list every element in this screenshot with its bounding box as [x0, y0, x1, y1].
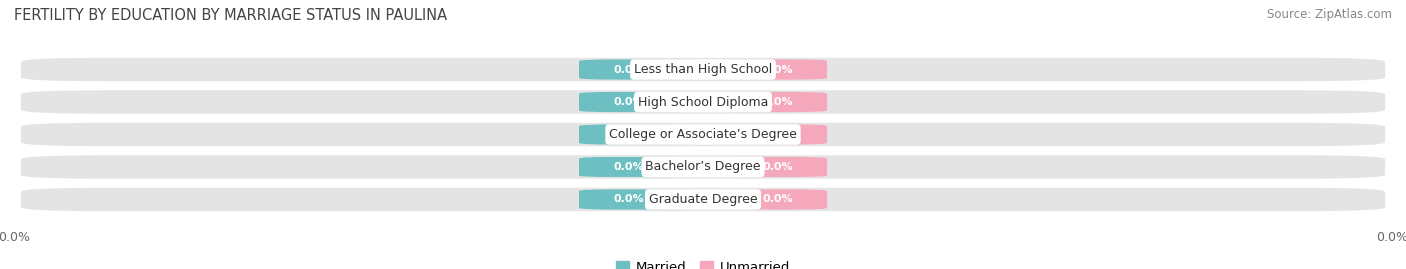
Text: Source: ZipAtlas.com: Source: ZipAtlas.com	[1267, 8, 1392, 21]
FancyBboxPatch shape	[703, 157, 827, 177]
FancyBboxPatch shape	[21, 90, 1385, 114]
Text: 0.0%: 0.0%	[762, 65, 793, 75]
FancyBboxPatch shape	[579, 59, 703, 80]
Text: 0.0%: 0.0%	[762, 162, 793, 172]
Text: Less than High School: Less than High School	[634, 63, 772, 76]
Text: FERTILITY BY EDUCATION BY MARRIAGE STATUS IN PAULINA: FERTILITY BY EDUCATION BY MARRIAGE STATU…	[14, 8, 447, 23]
FancyBboxPatch shape	[21, 58, 1385, 81]
FancyBboxPatch shape	[703, 59, 827, 80]
FancyBboxPatch shape	[21, 123, 1385, 146]
Text: 0.0%: 0.0%	[613, 162, 644, 172]
Text: 0.0%: 0.0%	[613, 97, 644, 107]
FancyBboxPatch shape	[21, 188, 1385, 211]
Text: College or Associate’s Degree: College or Associate’s Degree	[609, 128, 797, 141]
Text: 0.0%: 0.0%	[613, 65, 644, 75]
FancyBboxPatch shape	[703, 125, 827, 144]
FancyBboxPatch shape	[579, 125, 703, 144]
Legend: Married, Unmarried: Married, Unmarried	[610, 256, 796, 269]
FancyBboxPatch shape	[579, 92, 703, 112]
FancyBboxPatch shape	[579, 157, 703, 177]
FancyBboxPatch shape	[703, 92, 827, 112]
Text: 0.0%: 0.0%	[613, 129, 644, 140]
Text: 0.0%: 0.0%	[613, 194, 644, 204]
Text: 0.0%: 0.0%	[762, 97, 793, 107]
Text: Bachelor’s Degree: Bachelor’s Degree	[645, 161, 761, 174]
FancyBboxPatch shape	[579, 189, 703, 210]
FancyBboxPatch shape	[703, 189, 827, 210]
FancyBboxPatch shape	[21, 155, 1385, 179]
Text: 0.0%: 0.0%	[762, 129, 793, 140]
Text: High School Diploma: High School Diploma	[638, 95, 768, 108]
Text: 0.0%: 0.0%	[762, 194, 793, 204]
Text: Graduate Degree: Graduate Degree	[648, 193, 758, 206]
